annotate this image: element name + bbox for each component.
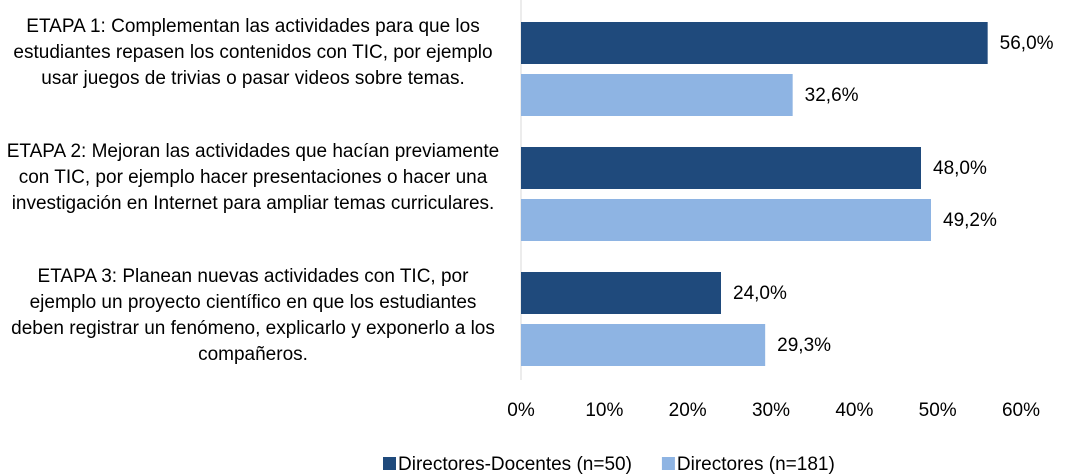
- value-label: 32,6%: [805, 85, 859, 106]
- bar: [521, 272, 721, 314]
- x-tick-label: 50%: [919, 400, 957, 421]
- x-tick-label: 10%: [585, 400, 623, 421]
- legend-label: Directores-Docentes (n=50): [398, 454, 632, 475]
- x-tick-label: 60%: [1002, 400, 1040, 421]
- bar: [521, 199, 931, 241]
- legend-swatch: [383, 457, 396, 470]
- value-label: 24,0%: [733, 283, 787, 304]
- value-label: 56,0%: [1000, 33, 1054, 54]
- legend-label: Directores (n=181): [677, 454, 835, 475]
- value-label: 48,0%: [933, 158, 987, 179]
- x-tick-label: 30%: [752, 400, 790, 421]
- category-label: ETAPA 3: Planean nuevas actividades con …: [11, 266, 495, 365]
- value-label: 29,3%: [777, 335, 831, 356]
- bar: [521, 324, 766, 366]
- category-label: ETAPA 2: Mejoran las actividades que hac…: [6, 141, 500, 214]
- legend-swatch: [661, 457, 675, 470]
- bar: [521, 22, 988, 64]
- value-label: 49,2%: [943, 210, 997, 231]
- category-label: ETAPA 1: Complementan las actividades pa…: [13, 16, 493, 89]
- bar: [521, 147, 921, 189]
- x-tick-label: 40%: [835, 400, 873, 421]
- x-tick-label: 0%: [507, 400, 535, 421]
- x-tick-label: 20%: [669, 400, 707, 421]
- bar: [521, 74, 793, 116]
